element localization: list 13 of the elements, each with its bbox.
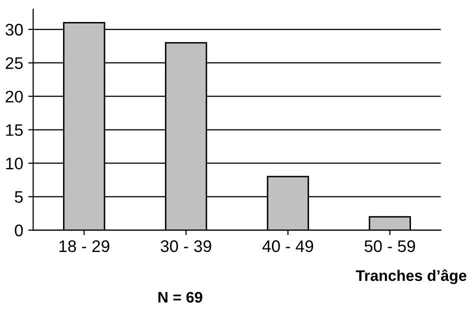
x-tick-label: 18 - 29 <box>59 240 110 252</box>
y-tick-label: 0 <box>14 224 23 236</box>
y-tick-label: 5 <box>14 191 23 203</box>
x-tick-label: 50 - 59 <box>364 240 416 252</box>
y-tick-label: 25 <box>6 57 23 70</box>
y-tick-label: 10 <box>6 158 23 170</box>
text: N = 69 <box>158 292 202 303</box>
y-tick-label: 20 <box>6 90 23 103</box>
x-tick-label: 30 - 39 <box>160 240 212 252</box>
x-tick-label: 40 - 49 <box>262 240 314 252</box>
y-tick-label: 30 <box>6 24 23 36</box>
y-tick-label: 15 <box>6 124 23 136</box>
x-axis-title: Tranches d’âge <box>356 269 466 284</box>
